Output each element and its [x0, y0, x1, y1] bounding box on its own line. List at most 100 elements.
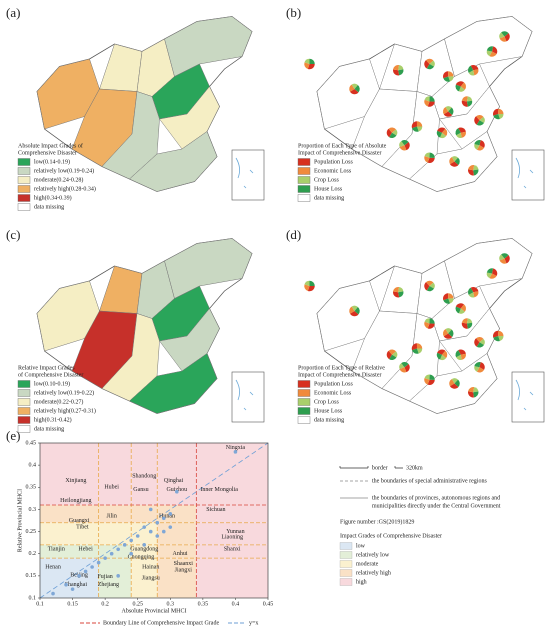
pie-slice — [449, 161, 459, 167]
pie-slice — [401, 140, 409, 146]
pie-slice — [411, 343, 417, 351]
pie-slice — [424, 374, 430, 380]
province-label: Shanxi — [224, 547, 241, 553]
pie-slice — [437, 349, 446, 355]
pie-slice — [474, 362, 481, 368]
map — [304, 15, 533, 193]
pie-slice — [448, 293, 454, 299]
legend-title: Proportion of Each Type of Absolute — [298, 142, 387, 149]
scale-bar — [394, 466, 403, 469]
grade-cell — [196, 505, 268, 523]
legend-swatch — [297, 194, 311, 202]
legend-label: moderate(0.24-0.28) — [34, 176, 83, 183]
pie-slice — [460, 82, 466, 90]
grade-cell — [131, 544, 158, 559]
pie-slice — [492, 46, 498, 55]
legend-swatch — [17, 389, 31, 397]
pie-slice — [448, 298, 454, 304]
pie-slice — [349, 84, 355, 92]
pie-slice — [473, 165, 479, 171]
pie-slice — [307, 64, 315, 70]
legend-label: relatively low(0.19-0.24) — [34, 167, 94, 174]
pie-slice — [489, 51, 497, 57]
pie-slice — [455, 128, 461, 136]
province — [129, 353, 218, 414]
pie-slice — [393, 64, 400, 71]
pie-slice — [493, 114, 500, 120]
panel-label: (c) — [6, 227, 20, 242]
pie-slice — [501, 253, 509, 259]
panel-label: (b) — [286, 5, 301, 20]
legend-swatch — [17, 203, 31, 211]
pie-slice — [307, 286, 315, 292]
legend-label: relatively high — [356, 570, 391, 576]
pie-slice — [424, 282, 430, 291]
pie-slice — [399, 145, 407, 151]
legend-label: Population Loss — [314, 381, 354, 387]
point — [122, 543, 127, 547]
province-label: Xinjiang — [65, 478, 86, 484]
pie-slice — [350, 311, 359, 317]
pie-slice — [455, 303, 465, 309]
pie-slice — [460, 304, 466, 312]
y-tick-label: 0.15 — [26, 573, 37, 579]
pie-slice — [498, 330, 504, 337]
point — [135, 534, 140, 538]
pie-slice — [476, 367, 485, 373]
pie-slice — [398, 65, 404, 71]
province-label: Hainan — [142, 564, 159, 570]
panel-label: (a) — [6, 5, 20, 20]
grade-cell — [98, 558, 132, 598]
legend-title: Relative Impact Grades — [18, 365, 75, 371]
pie-slice — [455, 350, 461, 358]
x-tick-label: 0.4 — [232, 601, 240, 607]
legend-label: Economic Loss — [314, 390, 352, 396]
pie-slice — [461, 100, 468, 107]
pie-slice — [468, 169, 474, 176]
pie-slice — [443, 298, 451, 304]
pie-slice — [468, 387, 475, 393]
province-label: Heilongjiang — [60, 498, 91, 504]
legend-label: relatively low — [356, 552, 390, 558]
grade-cell — [40, 505, 99, 523]
pie-slice — [424, 99, 430, 107]
point — [155, 520, 160, 525]
point — [129, 551, 133, 556]
legend-swatch — [297, 389, 311, 397]
province-label: Guizhou — [166, 487, 187, 493]
pie-slice — [436, 352, 442, 360]
grade-cell — [131, 505, 158, 523]
grade-cell — [196, 544, 268, 559]
legend-swatch — [297, 167, 311, 175]
x-tick-label: 0.2 — [101, 601, 109, 607]
province-label: Henan — [45, 564, 61, 570]
pie-slice — [429, 318, 435, 324]
map — [304, 237, 533, 415]
pie-slice — [448, 329, 454, 337]
pie-slice — [445, 328, 452, 334]
point — [129, 538, 133, 543]
legend-label: 320km — [406, 465, 423, 471]
pie-slice — [499, 254, 505, 261]
pie-slice — [473, 391, 479, 398]
x-tick-label: 0.25 — [132, 601, 143, 607]
legend-title: Impact of Comprehensive Disaster — [298, 371, 381, 378]
pie-slice — [424, 152, 430, 158]
grade-cell — [98, 443, 132, 505]
pie-slice — [304, 58, 310, 64]
province-label: Yunnan — [226, 529, 244, 535]
point — [109, 551, 114, 556]
pie-slice — [468, 65, 474, 73]
pie-slice — [393, 287, 400, 293]
legend-label: low — [356, 543, 366, 549]
point — [148, 529, 153, 534]
pie-slice — [460, 131, 466, 138]
grade-cell — [157, 558, 197, 598]
pie-slice — [404, 364, 410, 373]
pie-slice — [443, 111, 453, 117]
legend-swatch — [297, 185, 311, 193]
pie-slice — [424, 96, 430, 102]
x-tick-label: 0.1 — [36, 601, 44, 607]
y-axis-label: Relative Provincial MHCI — [17, 489, 23, 552]
pie-slice — [501, 31, 509, 37]
